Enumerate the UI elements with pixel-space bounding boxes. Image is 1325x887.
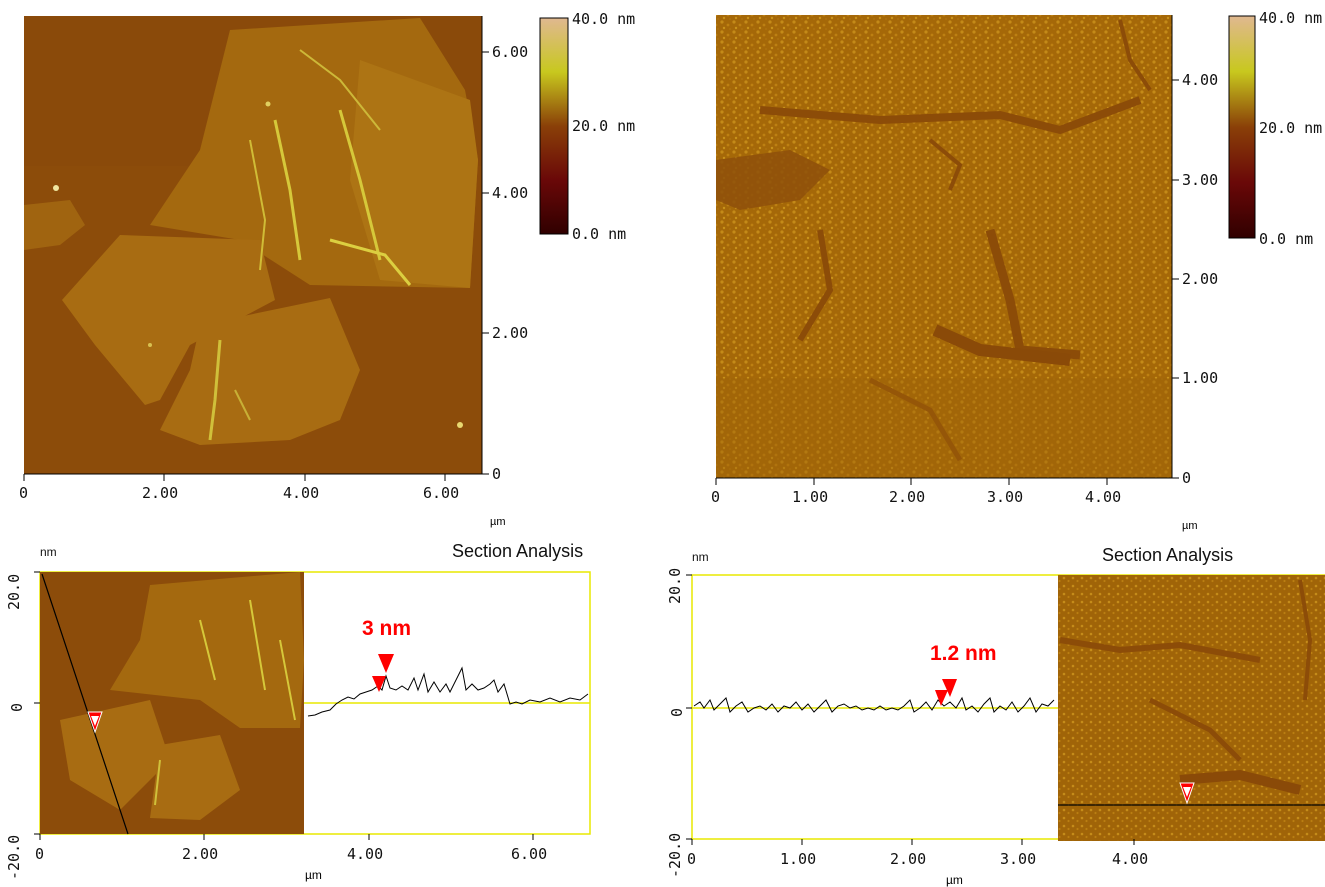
colorbar-tr-max: 40.0 nm: [1259, 9, 1323, 27]
xunit-br: µm: [946, 873, 963, 887]
colorbar-tr-min: 0.0 nm: [1259, 230, 1314, 248]
xtick-tl-0: 0: [19, 484, 29, 502]
section-title-bl: Section Analysis: [452, 541, 584, 561]
colorbar-tl-min: 0.0 nm: [572, 225, 627, 243]
ytick-bl-0: 0: [8, 703, 26, 712]
unit-tl: µm: [490, 516, 506, 528]
xtick-bl-2: 2.00: [182, 845, 219, 863]
ytick-tl-4: 4.00: [492, 184, 529, 202]
ytick-br-20-text: 20.0: [666, 567, 684, 604]
colorbar-tl-max: 40.0 nm: [572, 10, 636, 28]
xtick-tr-1: 1.00: [792, 488, 829, 506]
axes-top-left: [23, 16, 489, 481]
xtick-bl-6: 6.00: [511, 845, 548, 863]
ytick-br-neg20: -20.0: [666, 833, 684, 878]
xtick-bl-0: 0: [35, 845, 45, 863]
xtick-tr-3: 3.00: [987, 488, 1024, 506]
colorbar-tr-mid: 20.0 nm: [1259, 119, 1323, 137]
ytick-bl-neg20-text: -20.0: [5, 834, 23, 880]
xtick-br-0: 0: [687, 850, 697, 868]
ytick-tl-6: 6.00: [492, 43, 529, 61]
ytick-tr-1: 1.00: [1182, 369, 1219, 387]
unit-tr: µm: [1182, 520, 1198, 532]
xtick-tl-2: 2.00: [142, 484, 179, 502]
ytick-tr-4: 4.00: [1182, 71, 1219, 89]
ytick-tl-2: 2.00: [492, 324, 529, 342]
ytick-tr-0: 0: [1182, 469, 1192, 487]
axes-bottom-left: [34, 571, 534, 840]
yunit-br: nm: [692, 550, 709, 564]
axes-bottom-right: [686, 574, 1135, 845]
xtick-br-2: 2.00: [890, 850, 927, 868]
xtick-tl-6: 6.00: [423, 484, 460, 502]
afm-image-top-right: [716, 15, 1172, 478]
xtick-br-4: 4.00: [1112, 850, 1149, 868]
xtick-tr-4: 4.00: [1085, 488, 1122, 506]
ytick-br-20: 20.0: [666, 568, 684, 604]
xtick-bl-4: 4.00: [347, 845, 384, 863]
ytick-tr-3: 3.00: [1182, 171, 1219, 189]
afm-image-top-left: [24, 16, 482, 474]
axes-top-right: [715, 15, 1179, 485]
section-title-br: Section Analysis: [1102, 545, 1234, 565]
ytick-bl-neg20: -20.0: [5, 835, 23, 880]
xtick-tl-4: 4.00: [283, 484, 320, 502]
xtick-tr-0: 0: [711, 488, 721, 506]
ytick-br-neg20-text: -20.0: [666, 832, 684, 878]
xtick-br-3: 3.00: [1000, 850, 1037, 868]
ytick-br-0-text: 0: [668, 707, 686, 717]
ytick-bl-0-text: 0: [8, 702, 26, 712]
section-plot-bottom-left: [39, 571, 591, 835]
colorbar-tl-mid: 20.0 nm: [572, 117, 636, 135]
ytick-tl-0: 0: [492, 465, 502, 483]
profile-line-bottom-right: [693, 696, 1055, 713]
ytick-bl-20-text: 20.0: [5, 573, 23, 610]
annotation-3nm: 3 nm: [362, 617, 412, 640]
yunit-bl: nm: [40, 545, 57, 559]
annotation-1-2nm: 1.2 nm: [930, 642, 997, 665]
xtick-tr-2: 2.00: [889, 488, 926, 506]
profile-line-bottom-left: [307, 666, 589, 717]
colorbar-top-left: [539, 17, 569, 235]
xunit-bl: µm: [305, 868, 322, 882]
ytick-tr-2: 2.00: [1182, 270, 1219, 288]
ytick-br-0: 0: [668, 708, 686, 717]
xtick-br-1: 1.00: [780, 850, 817, 868]
section-plot-bottom-right: [691, 574, 1325, 841]
colorbar-top-right: [1228, 15, 1256, 239]
